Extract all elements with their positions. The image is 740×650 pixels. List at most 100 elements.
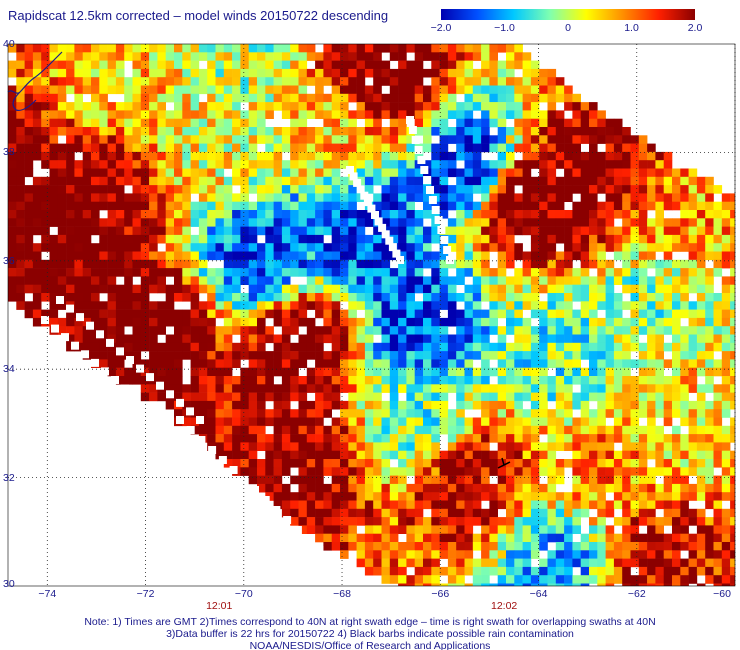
wind-diff-cell — [57, 234, 67, 244]
wind-diff-cell — [99, 268, 108, 277]
wind-diff-cell — [464, 309, 474, 319]
wind-diff-cell — [207, 417, 216, 427]
wind-diff-cell — [41, 60, 50, 70]
wind-diff-cell — [696, 550, 706, 559]
wind-diff-cell — [107, 317, 117, 327]
wind-diff-cell — [306, 326, 316, 335]
wind-diff-cell — [290, 342, 299, 352]
wind-diff-cell — [464, 417, 474, 427]
wind-diff-cell — [132, 44, 142, 53]
wind-diff-cell — [464, 301, 474, 310]
wind-diff-cell — [198, 77, 208, 86]
wind-diff-cell — [589, 417, 598, 427]
wind-diff-cell — [605, 392, 615, 402]
wind-diff-cell — [257, 185, 266, 194]
wind-diff-cell — [257, 226, 266, 236]
wind-diff-cell — [622, 483, 631, 493]
wind-diff-cell — [298, 483, 308, 493]
wind-diff-cell — [514, 201, 523, 211]
wind-diff-cell — [82, 276, 92, 285]
wind-diff-cell — [431, 60, 440, 70]
wind-diff-cell — [373, 268, 382, 277]
wind-diff-cell — [356, 434, 366, 443]
colorbar — [441, 9, 695, 20]
wind-diff-cell — [24, 234, 34, 244]
wind-diff-cell — [514, 392, 523, 402]
wind-diff-cell — [431, 425, 440, 435]
wind-diff-cell — [16, 102, 25, 111]
wind-diff-cell — [165, 151, 175, 161]
wind-diff-cell — [149, 384, 158, 393]
wind-diff-cell — [622, 193, 631, 202]
wind-diff-cell — [696, 359, 706, 368]
wind-diff-cell — [315, 234, 324, 244]
wind-diff-cell — [522, 583, 532, 586]
wind-diff-cell — [406, 301, 415, 310]
wind-diff-cell — [91, 110, 100, 119]
wind-diff-cell — [32, 268, 42, 277]
wind-diff-cell — [705, 359, 714, 368]
wind-diff-cell — [331, 293, 341, 302]
wind-diff-cell — [580, 508, 590, 518]
wind-diff-cell — [157, 259, 166, 269]
wind-diff-cell — [721, 193, 731, 202]
wind-diff-cell — [323, 44, 332, 53]
wind-diff-cell — [721, 210, 731, 219]
wind-diff-cell — [257, 168, 266, 178]
wind-diff-cell — [638, 243, 648, 252]
wind-diff-cell — [638, 425, 648, 435]
wind-diff-cell — [8, 218, 17, 227]
wind-diff-cell — [497, 193, 507, 202]
wind-diff-cell — [522, 77, 532, 86]
wind-diff-cell — [57, 143, 67, 153]
wind-diff-cell — [198, 52, 208, 61]
wind-diff-cell — [696, 193, 706, 202]
wind-diff-cell — [348, 517, 357, 526]
wind-diff-cell — [190, 417, 200, 427]
wind-diff-cell — [182, 259, 191, 269]
wind-diff-cell — [589, 135, 598, 144]
wind-diff-cell — [580, 309, 590, 319]
wind-diff-cell — [464, 367, 474, 377]
wind-diff-cell — [290, 201, 299, 211]
wind-diff-cell — [431, 517, 440, 526]
wind-diff-cell — [713, 434, 723, 443]
wind-diff-cell — [439, 168, 449, 178]
wind-diff-cell — [514, 60, 523, 70]
wind-diff-cell — [696, 434, 706, 443]
wind-diff-cell — [215, 434, 225, 443]
wind-diff-cell — [82, 218, 92, 227]
wind-diff-cell — [655, 566, 664, 576]
wind-diff-cell — [713, 384, 723, 393]
wind-diff-cell — [107, 218, 117, 227]
wind-diff-cell — [381, 483, 391, 493]
wind-diff-cell — [174, 176, 183, 186]
wind-diff-cell — [174, 85, 183, 95]
wind-diff-cell — [464, 44, 474, 53]
wind-diff-cell — [364, 359, 374, 368]
wind-diff-cell — [348, 127, 357, 136]
wind-diff-cell — [638, 351, 648, 360]
wind-diff-cell — [315, 251, 324, 261]
wind-diff-cell — [182, 251, 191, 261]
wind-diff-cell — [398, 409, 407, 418]
wind-diff-cell — [597, 467, 606, 476]
wind-diff-cell — [464, 450, 474, 460]
wind-diff-cell — [655, 210, 664, 219]
wind-diff-cell — [348, 367, 357, 377]
wind-diff-cell — [124, 110, 133, 119]
wind-diff-cell — [572, 351, 581, 360]
wind-diff-cell — [622, 268, 631, 277]
wind-diff-cell — [514, 517, 523, 526]
wind-diff-cell — [481, 118, 490, 128]
wind-diff-cell — [589, 293, 598, 302]
wind-diff-cell — [423, 525, 432, 534]
wind-diff-cell — [340, 334, 349, 344]
wind-diff-cell — [257, 459, 266, 468]
wind-diff-cell — [74, 68, 83, 78]
wind-diff-cell — [257, 243, 266, 252]
wind-diff-cell — [638, 376, 648, 385]
wind-diff-cell — [373, 176, 382, 186]
wind-diff-cell — [705, 176, 714, 186]
wind-diff-cell — [290, 135, 299, 144]
